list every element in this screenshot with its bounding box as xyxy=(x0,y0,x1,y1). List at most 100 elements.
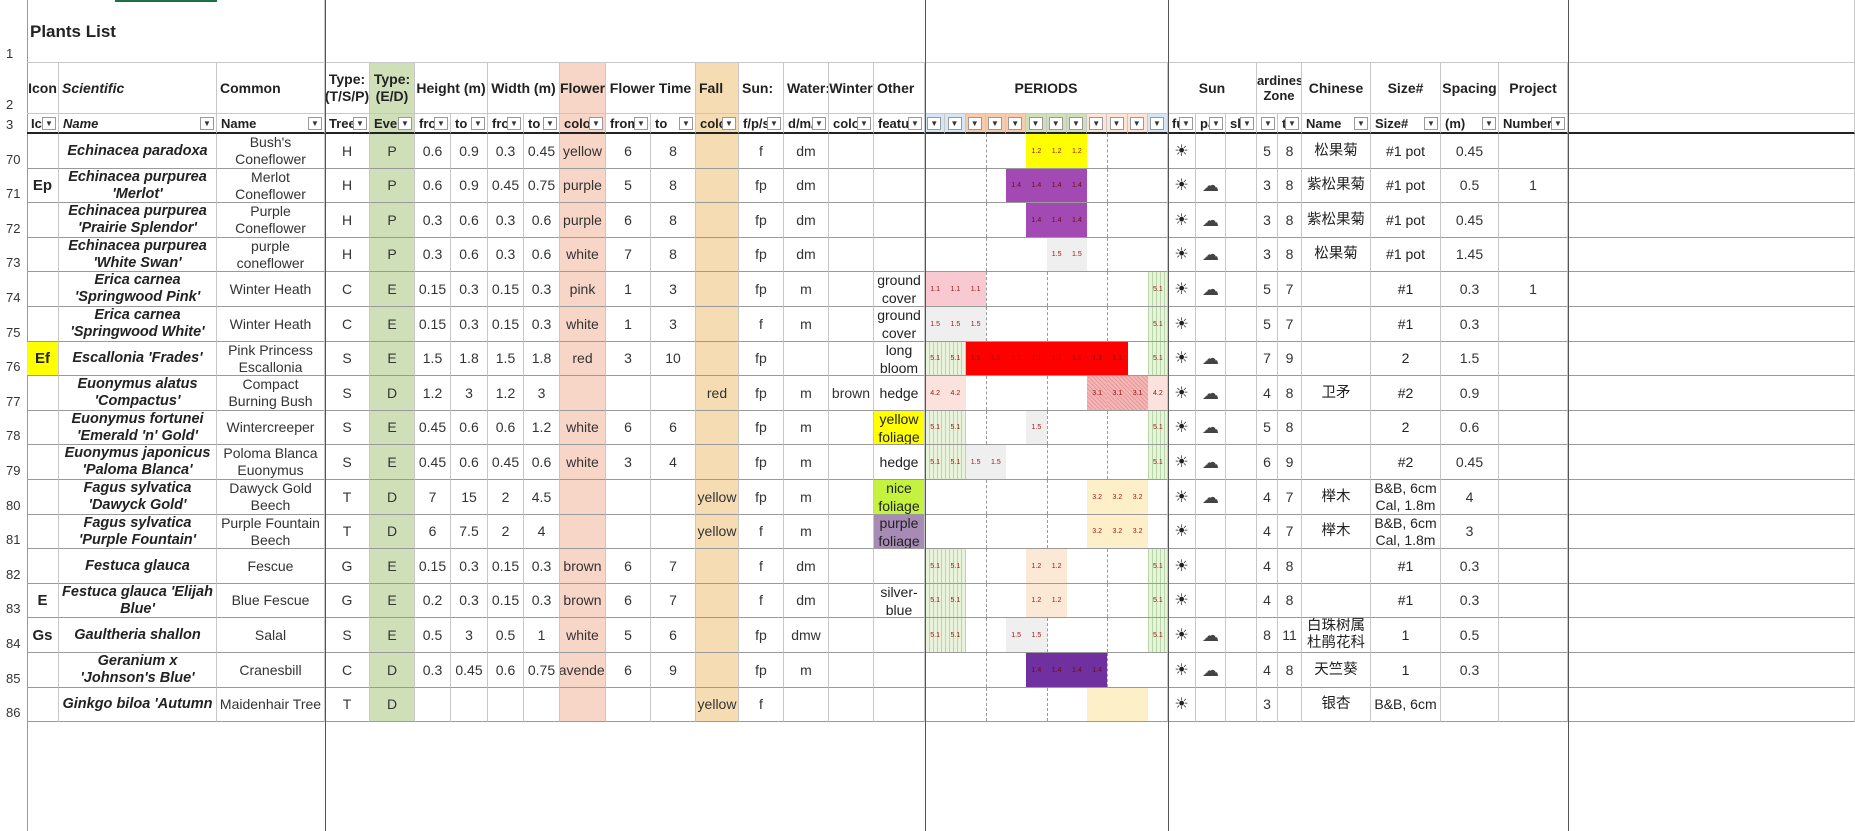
filter-header-w-from[interactable]: fro ▼ xyxy=(488,114,524,134)
other-feature[interactable]: ground cover xyxy=(874,307,925,342)
size-value[interactable]: #1 xyxy=(1371,584,1441,618)
cell-spacing[interactable]: 0.3 xyxy=(1441,584,1499,618)
cell-shade[interactable] xyxy=(1226,549,1257,584)
cell-fall[interactable] xyxy=(696,307,739,342)
cell-winter[interactable] xyxy=(829,688,874,722)
cell-ht[interactable]: 0.45 xyxy=(451,653,488,688)
cell-ftf[interactable]: 6 xyxy=(606,203,651,238)
cell-type[interactable]: C xyxy=(325,272,370,307)
filter-header-spacing[interactable]: (m) ▼ xyxy=(1441,114,1499,134)
cell-proj[interactable] xyxy=(1499,307,1568,342)
common-name[interactable]: Bush's Coneflower xyxy=(217,134,325,169)
cell-wf[interactable]: 1.5 xyxy=(488,342,524,376)
filter-dropdown-button[interactable]: ▼ xyxy=(812,117,826,130)
cell-hzt[interactable]: 8 xyxy=(1278,238,1302,272)
cell-proj[interactable] xyxy=(1499,376,1568,411)
cell-ftt[interactable] xyxy=(651,376,696,411)
icon-code[interactable] xyxy=(27,272,59,307)
scientific-name[interactable]: Echinacea paradoxa xyxy=(59,134,217,169)
other-feature[interactable] xyxy=(874,549,925,584)
cell-water[interactable]: dm xyxy=(784,238,829,272)
cell-sun[interactable]: f xyxy=(739,688,784,722)
cell-hzt[interactable]: 7 xyxy=(1278,307,1302,342)
cell-sun[interactable]: fp xyxy=(739,203,784,238)
header-other[interactable]: Other xyxy=(874,63,925,114)
cell-hf[interactable]: 0.15 xyxy=(415,307,451,342)
cell-shade[interactable] xyxy=(1226,238,1257,272)
cell-ftt[interactable] xyxy=(651,515,696,549)
cell-wf[interactable]: 0.15 xyxy=(488,307,524,342)
full-sun-icon[interactable]: ☀ xyxy=(1168,169,1196,203)
cell-hf[interactable]: 0.45 xyxy=(415,411,451,445)
cell-type[interactable]: T xyxy=(325,688,370,722)
size-value[interactable]: #1 xyxy=(1371,549,1441,584)
cell-shade[interactable] xyxy=(1226,134,1257,169)
cell-wf[interactable]: 0.15 xyxy=(488,272,524,307)
cell-ed[interactable]: D xyxy=(370,376,415,411)
cell-winter[interactable] xyxy=(829,134,874,169)
cell-hf[interactable]: 0.45 xyxy=(415,445,451,480)
filter-dropdown-button[interactable]: ▼ xyxy=(353,117,367,130)
filter-dropdown-button[interactable]: ▼ xyxy=(507,117,521,130)
header-periods[interactable]: PERIODS xyxy=(925,63,1168,114)
cell-water[interactable]: m xyxy=(784,515,829,549)
cell-ftt[interactable]: 3 xyxy=(651,272,696,307)
icon-code[interactable] xyxy=(27,307,59,342)
cell-fall[interactable] xyxy=(696,411,739,445)
cell-hf[interactable]: 0.3 xyxy=(415,203,451,238)
chinese-name[interactable] xyxy=(1302,307,1371,342)
other-feature[interactable] xyxy=(874,238,925,272)
cell-winter[interactable] xyxy=(829,515,874,549)
filter-header-period-month[interactable]: ▼ xyxy=(985,114,1006,134)
icon-code[interactable] xyxy=(27,445,59,480)
icon-code[interactable] xyxy=(27,688,59,722)
cell-hzt[interactable]: 8 xyxy=(1278,584,1302,618)
cell-ed[interactable]: E xyxy=(370,342,415,376)
cell-ftf[interactable]: 6 xyxy=(606,549,651,584)
other-feature[interactable]: hedge xyxy=(874,376,925,411)
cell-hzt[interactable]: 9 xyxy=(1278,445,1302,480)
cell-ftf[interactable]: 3 xyxy=(606,342,651,376)
cell-hzf[interactable]: 4 xyxy=(1257,515,1278,549)
filter-header-period-month[interactable]: ▼ xyxy=(1087,114,1108,134)
cell-ftt[interactable]: 7 xyxy=(651,549,696,584)
part-shade-icon[interactable]: ☁ xyxy=(1196,238,1226,272)
cell-wt[interactable]: 0.6 xyxy=(524,445,560,480)
chinese-name[interactable]: 松果菊 xyxy=(1302,238,1371,272)
chinese-name[interactable] xyxy=(1302,272,1371,307)
filter-header-period-month[interactable]: ▼ xyxy=(1107,114,1128,134)
filter-header-other[interactable]: featu ▼ xyxy=(874,114,925,134)
header-water[interactable]: Water: xyxy=(784,63,829,114)
cell-ftt[interactable]: 8 xyxy=(651,238,696,272)
cell-wt[interactable]: 4.5 xyxy=(524,480,560,515)
cell-shade[interactable] xyxy=(1226,307,1257,342)
header-fall[interactable]: Fall xyxy=(696,63,739,114)
cell-wt[interactable]: 0.3 xyxy=(524,307,560,342)
cell-type[interactable]: T xyxy=(325,515,370,549)
cell-fall[interactable]: yellow xyxy=(696,480,739,515)
common-name[interactable]: Cranesbill xyxy=(217,653,325,688)
cell-fc[interactable]: lavender xyxy=(560,653,606,688)
filter-header-winter[interactable]: color ▼ xyxy=(829,114,874,134)
filter-dropdown-button[interactable]: ▼ xyxy=(1089,117,1104,130)
header-hardiness-zone[interactable]: Hardiness Zone xyxy=(1257,63,1302,114)
periods-cell[interactable]: 5.1 5.1 1.5 1.5 5.1 xyxy=(925,445,1168,480)
cell-shade[interactable] xyxy=(1226,584,1257,618)
cell-wf[interactable]: 0.5 xyxy=(488,618,524,653)
cell-winter[interactable] xyxy=(829,272,874,307)
filter-dropdown-button[interactable]: ▼ xyxy=(1179,117,1193,130)
part-shade-icon[interactable]: ☁ xyxy=(1196,203,1226,238)
cell-proj[interactable] xyxy=(1499,618,1568,653)
cell-water[interactable] xyxy=(784,342,829,376)
cell-wt[interactable]: 0.3 xyxy=(524,584,560,618)
cell-wf[interactable]: 0.15 xyxy=(488,549,524,584)
header-winter[interactable]: Winter xyxy=(829,63,874,114)
cell-ed[interactable]: E xyxy=(370,549,415,584)
header-chinese[interactable]: Chinese xyxy=(1302,63,1371,114)
cell-spacing[interactable]: 0.3 xyxy=(1441,549,1499,584)
cell-shade[interactable] xyxy=(1226,653,1257,688)
cell-ed[interactable]: P xyxy=(370,238,415,272)
filter-header-period-month[interactable]: ▼ xyxy=(1127,114,1148,134)
scientific-name[interactable]: Euonymus alatus 'Compactus' xyxy=(59,376,217,411)
cell-fall[interactable] xyxy=(696,169,739,203)
